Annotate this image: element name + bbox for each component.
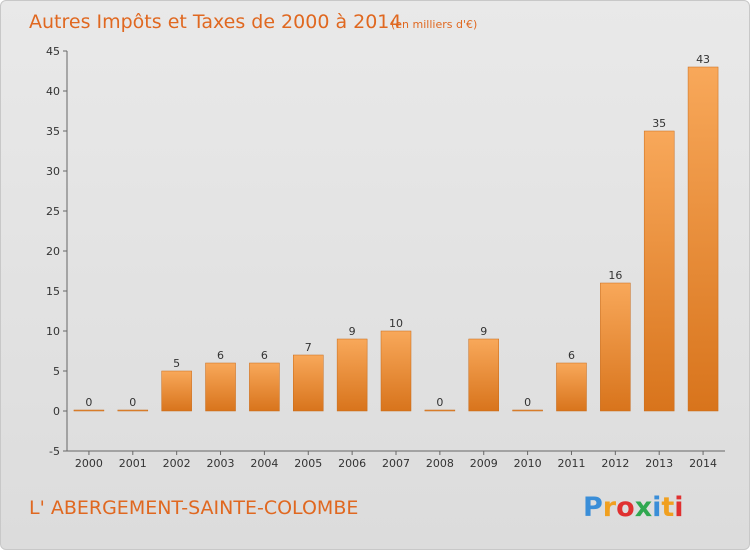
bars-group: 0 0 5 6 6 7 9 10 0 9 0 6 16 35 43 [73,53,719,412]
x-tick-label: 2007 [382,457,410,470]
bar-value-label: 16 [608,269,622,282]
chart-title: Autres Impôts et Taxes de 2000 à 2014 [29,11,402,33]
bar-value-label: 9 [349,325,356,338]
bar-value-label: 6 [217,349,224,362]
x-tick-label: 2013 [645,457,673,470]
chart-subtitle: (en milliers d'€) [391,18,477,31]
place-name: L' ABERGEMENT-SAINTE-COLOMBE [29,497,358,519]
x-tick-label: 2011 [557,457,585,470]
x-tick-label: 2014 [689,457,717,470]
axes: -5 0 5 10 15 20 25 30 35 40 45 2000 2001 2002 2003 2004… [46,45,725,470]
y-tick-label: 35 [46,125,60,138]
y-tick-label: 25 [46,205,60,218]
bar [468,338,499,412]
logo-letter: i [674,492,683,523]
x-tick-label: 2006 [338,457,366,470]
bar [643,130,675,412]
bar [380,330,412,412]
bar [512,409,543,412]
x-tick-label: 2004 [250,457,278,470]
logo-letter: i [652,492,661,523]
x-tick-label: 2008 [426,457,454,470]
y-tick-label: 15 [46,285,60,298]
bar [556,362,587,412]
bar-value-label: 5 [173,357,180,370]
logo-letter: t [661,492,674,523]
bar-value-label: 9 [480,325,487,338]
y-tick-label: 30 [46,165,60,178]
bar [205,362,236,412]
logo-letter: o [616,492,635,523]
bar-value-label: 0 [85,396,92,409]
y-tick-label: 45 [46,45,60,58]
logo-letter: x [635,492,652,523]
y-tick-label: 0 [53,405,60,418]
bar-value-label: 43 [696,53,710,66]
bar [73,409,105,412]
bar-value-label: 7 [305,341,312,354]
proxiti-logo: Proxiti [583,492,684,523]
bar-value-label: 0 [524,396,531,409]
y-tick-label: 10 [46,325,60,338]
x-tick-label: 2010 [514,457,542,470]
x-tick-label: 2000 [75,457,103,470]
bar [687,66,719,412]
x-tick-label: 2003 [207,457,235,470]
bar [336,338,368,412]
y-tick-label: -5 [49,445,60,458]
logo-letter: P [583,492,603,523]
logo-letter: r [603,492,617,523]
bar-value-label: 0 [129,396,136,409]
bar-value-label: 35 [652,117,666,130]
x-tick-label: 2009 [470,457,498,470]
x-tick-label: 2002 [163,457,191,470]
y-tick-label: 40 [46,85,60,98]
bar [161,370,192,412]
bar-value-label: 6 [261,349,268,362]
bar [293,354,324,412]
bar [600,282,631,412]
bar-value-label: 10 [389,317,403,330]
bar [117,409,149,412]
bar-value-label: 0 [436,396,443,409]
bar [424,409,456,412]
y-tick-label: 20 [46,245,60,258]
bar-value-label: 6 [568,349,575,362]
x-tick-label: 2005 [294,457,322,470]
bar [249,362,280,412]
x-tick-label: 2001 [119,457,147,470]
x-tick-label: 2012 [601,457,629,470]
y-tick-label: 5 [53,365,60,378]
